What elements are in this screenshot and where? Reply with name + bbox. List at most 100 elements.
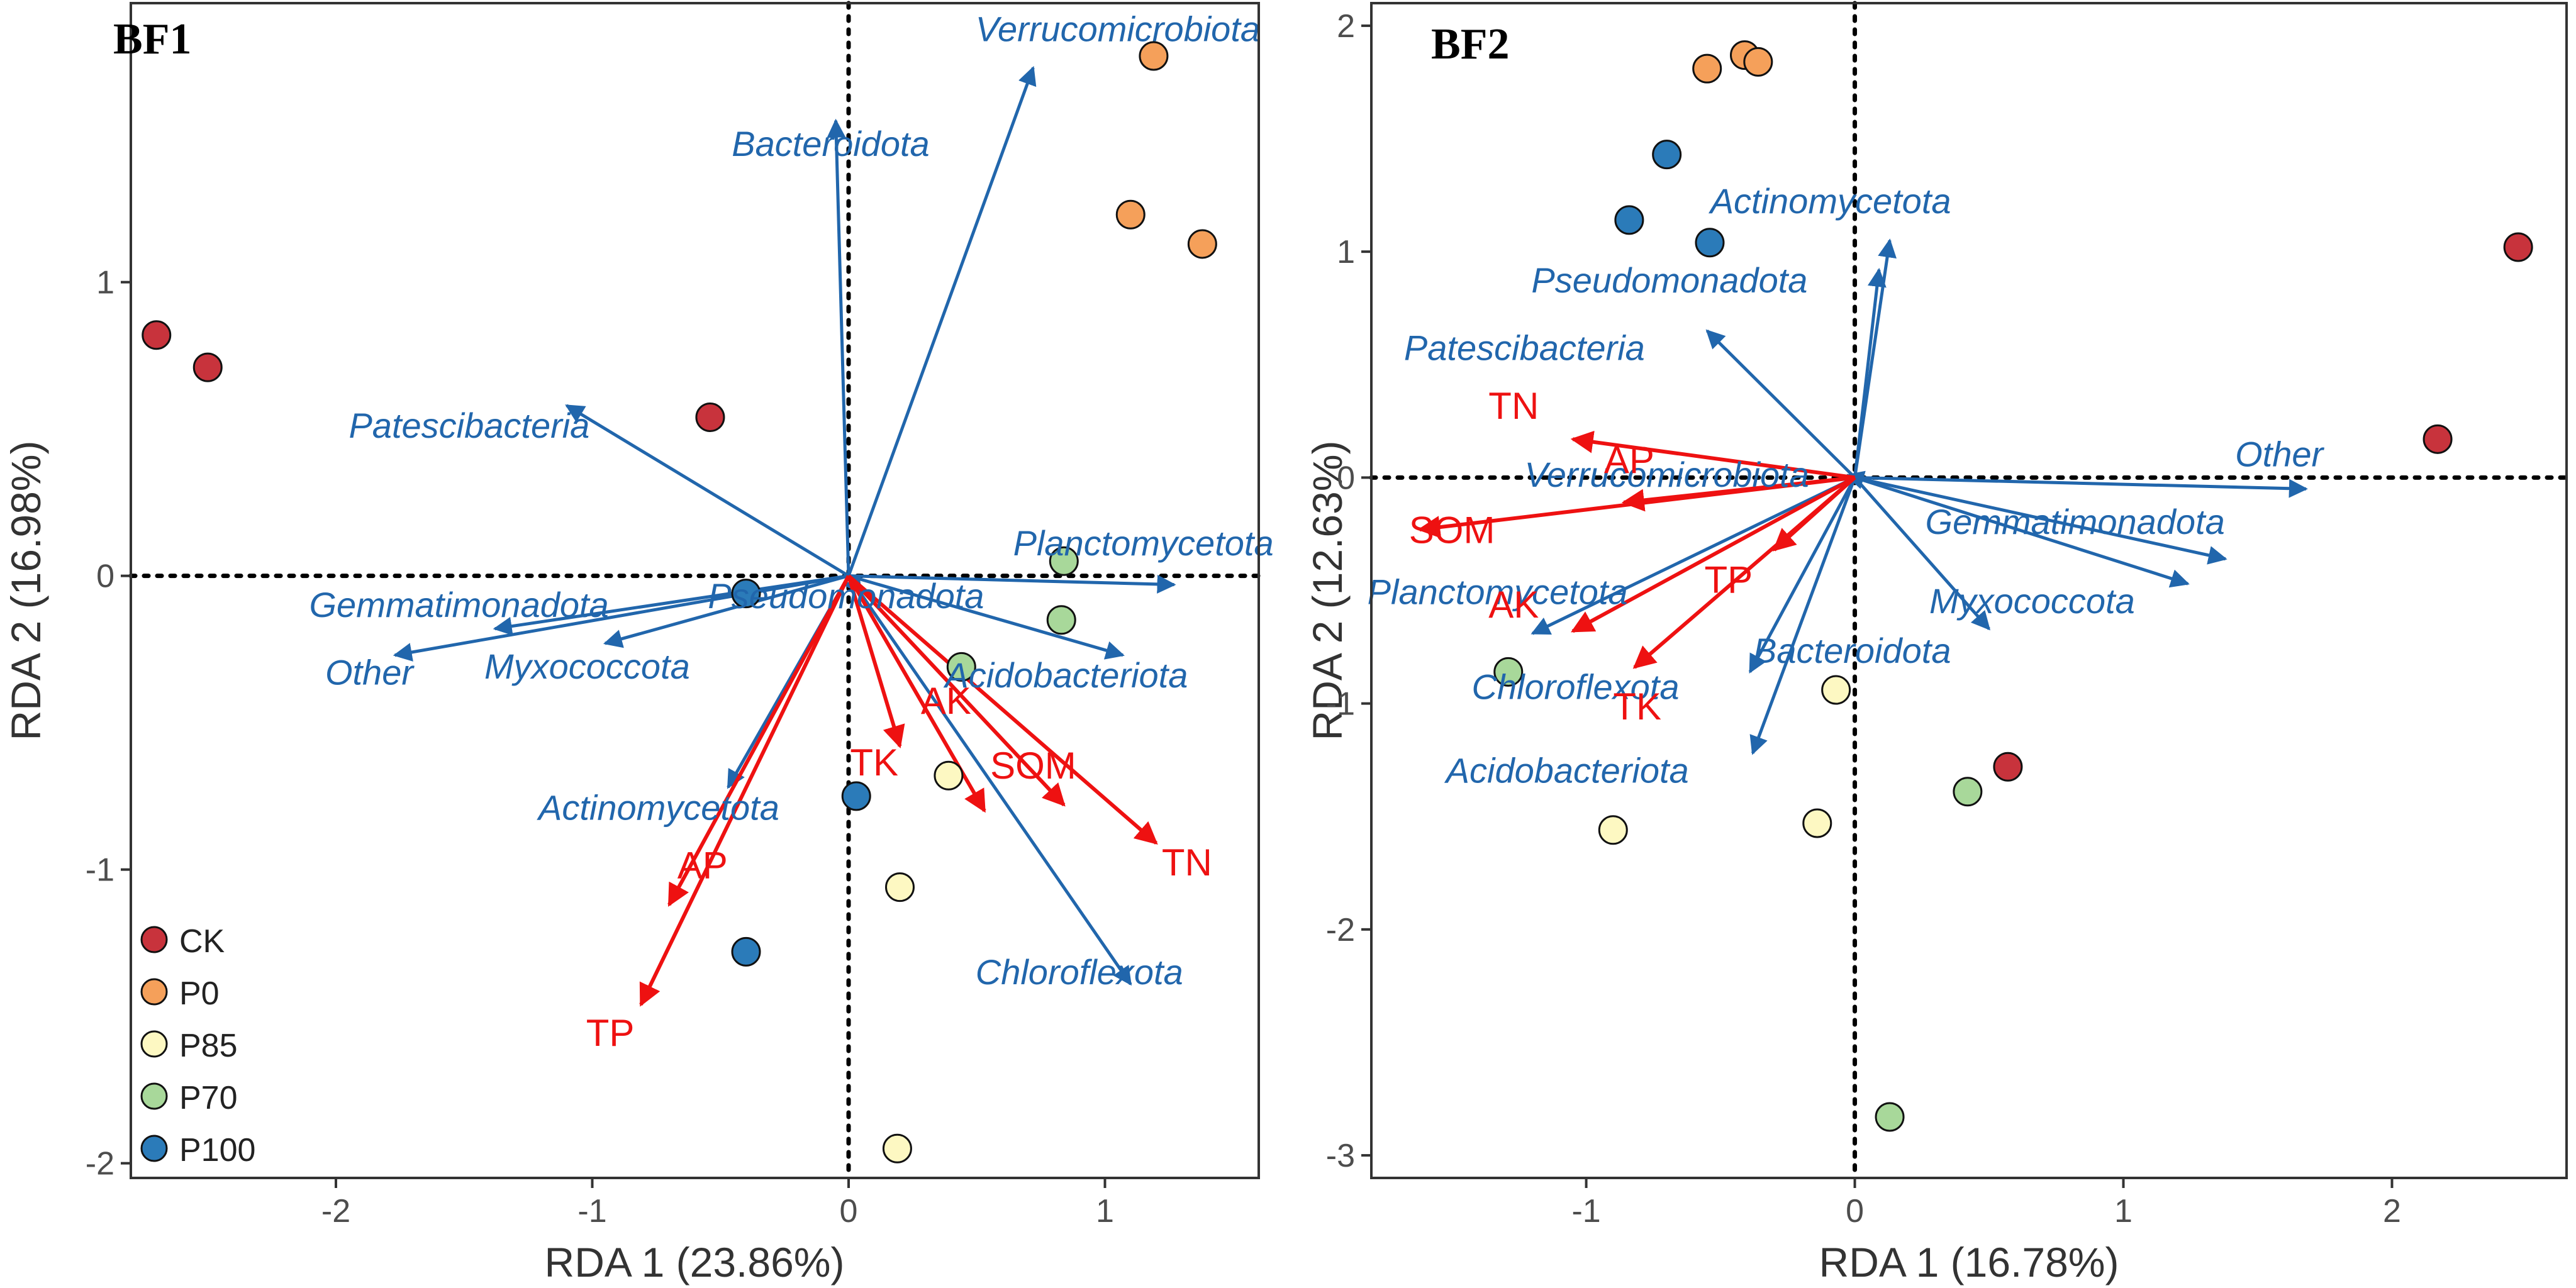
legend-item: CK xyxy=(140,923,225,960)
env-arrow xyxy=(847,574,1158,845)
sample-point xyxy=(885,872,915,902)
taxon-label: Patescibacteria xyxy=(348,406,589,445)
taxon-arrow xyxy=(1531,476,1856,635)
taxon-arrow xyxy=(827,118,850,576)
taxon-label: Verrucomicrobiota xyxy=(976,9,1260,49)
bf2-axis-ticks: -1 0 1 2 -3 -2 -1 0 1 2 xyxy=(1326,8,2401,1230)
taxon-label: Patescibacteria xyxy=(1404,328,1645,368)
taxon-arrow xyxy=(1854,476,2190,588)
y-tick-label: 1 xyxy=(96,265,114,301)
y-tick-label: 1 xyxy=(1337,234,1355,270)
taxon-arrow xyxy=(603,574,849,648)
taxon-label: Myxococcota xyxy=(1929,581,2135,621)
sample-point xyxy=(934,760,964,791)
sample-point xyxy=(1652,140,1682,170)
panel-bf2: RDA 1 (16.78%) RDA 2 (12.63%) -1 0 1 2-3-2-… xyxy=(1304,1,2569,1285)
legend-label: P70 xyxy=(179,1080,238,1116)
sample-point xyxy=(1115,199,1146,230)
env-label: AK xyxy=(921,680,971,722)
taxon-arrow xyxy=(1854,475,2228,565)
env-arrow xyxy=(639,575,850,1007)
sample-point xyxy=(1046,605,1076,635)
taxon-arrow xyxy=(1854,475,2308,498)
x-tick-label: 1 xyxy=(2114,1193,2133,1230)
y-tick-label: -3 xyxy=(1326,1138,1355,1174)
env-label: AP xyxy=(677,845,728,887)
taxon-arrow xyxy=(1748,477,1856,674)
taxon-arrow xyxy=(393,574,849,662)
env-label: TN xyxy=(1162,841,1212,884)
env-label: SOM xyxy=(990,745,1076,787)
taxon-arrow xyxy=(848,574,1125,660)
taxon-label: Planctomycetota xyxy=(1368,572,1628,612)
taxon-arrow xyxy=(847,575,1132,986)
legend: CK P0 P85 P70 P100 xyxy=(140,923,255,1169)
env-arrow xyxy=(847,574,1066,807)
env-label: TP xyxy=(586,1012,635,1054)
y-tick-label: -2 xyxy=(86,1146,114,1182)
taxon-label: Other xyxy=(325,652,415,692)
sample-point xyxy=(1953,777,1983,807)
taxon-label: Bacteroidota xyxy=(732,124,929,164)
legend-item: P100 xyxy=(140,1132,255,1169)
sample-point xyxy=(2423,424,2453,454)
sample-point xyxy=(142,320,172,350)
taxon-label: Acidobacteriota xyxy=(1444,750,1689,790)
sample-point xyxy=(1802,808,1832,838)
env-arrow xyxy=(847,575,905,748)
bf1-zero-lines xyxy=(128,1,1261,1180)
taxon-label: Pseudomonadota xyxy=(708,576,984,616)
sample-point xyxy=(1692,53,1722,84)
sample-point xyxy=(1139,41,1169,71)
x-tick-label: 0 xyxy=(1846,1193,1864,1230)
sample-point xyxy=(192,352,223,382)
taxon-arrow xyxy=(1853,267,1887,478)
legend-swatch xyxy=(140,1030,168,1058)
bf2-arrow-labels: Actinomycetota Pseudomonadota Patescibacte… xyxy=(1368,181,2325,790)
env-label: TP xyxy=(1705,559,1753,601)
sample-point xyxy=(946,652,976,682)
bf1-y-axis-label: RDA 2 (16.98%) xyxy=(3,441,49,741)
x-tick-label: -1 xyxy=(577,1193,606,1230)
taxon-label: Actinomycetota xyxy=(537,787,779,827)
x-tick-label: 2 xyxy=(2383,1193,2401,1230)
legend-label: P100 xyxy=(179,1132,255,1169)
taxon-label: Myxococcota xyxy=(484,647,690,686)
sample-point xyxy=(2503,232,2533,262)
sample-point xyxy=(695,402,725,432)
legend-item: P70 xyxy=(140,1080,238,1116)
env-label: AP xyxy=(1604,439,1654,481)
sample-point xyxy=(1598,815,1628,845)
sample-point xyxy=(1493,657,1524,687)
env-arrow xyxy=(1417,475,1855,539)
sample-point xyxy=(731,579,761,609)
taxon-arrow xyxy=(1749,477,1856,755)
env-arrow xyxy=(1570,430,1855,480)
taxon-label: Verrucomicrobiota xyxy=(1524,455,1809,494)
legend-label: P0 xyxy=(179,975,220,1012)
legend-swatch xyxy=(140,978,168,1006)
env-label: AK xyxy=(1488,584,1539,626)
bf2-zero-lines xyxy=(1369,1,2569,1180)
sample-point xyxy=(882,1133,912,1163)
taxon-arrow xyxy=(1705,329,1856,479)
bf1-points xyxy=(142,41,1217,1163)
bf1-x-axis-label: RDA 1 (23.86%) xyxy=(545,1239,845,1285)
env-label: TK xyxy=(850,741,898,784)
x-tick-label: -1 xyxy=(1571,1193,1600,1230)
legend-item: P85 xyxy=(140,1028,238,1064)
bf2-x-axis-label: RDA 1 (16.78%) xyxy=(1819,1239,2119,1285)
bf1-arrow-labels: Verrucomicrobiota Bacteroidota Patescibact… xyxy=(309,9,1273,1054)
x-tick-label: 1 xyxy=(1096,1193,1114,1230)
taxon-arrow xyxy=(847,65,1037,577)
bf2-y-axis-label: RDA 2 (12.63%) xyxy=(1304,441,1351,741)
y-tick-label: -2 xyxy=(1326,912,1355,948)
panel-bf1: RDA 1 (23.86%) RDA 2 (16.98%) -2 -1 0 1 -2 -1… xyxy=(3,1,1274,1285)
sample-point xyxy=(841,781,871,811)
taxon-label: Actinomycetota xyxy=(1709,181,1951,221)
taxon-label: Gemmatimonadota xyxy=(309,585,608,625)
bf1-axis-ticks: -2 -1 0 1 -2 -1 0 1 xyxy=(86,265,1114,1230)
sample-point xyxy=(1993,752,2023,782)
legend-label: CK xyxy=(179,923,225,960)
y-tick-label: -1 xyxy=(86,852,114,889)
